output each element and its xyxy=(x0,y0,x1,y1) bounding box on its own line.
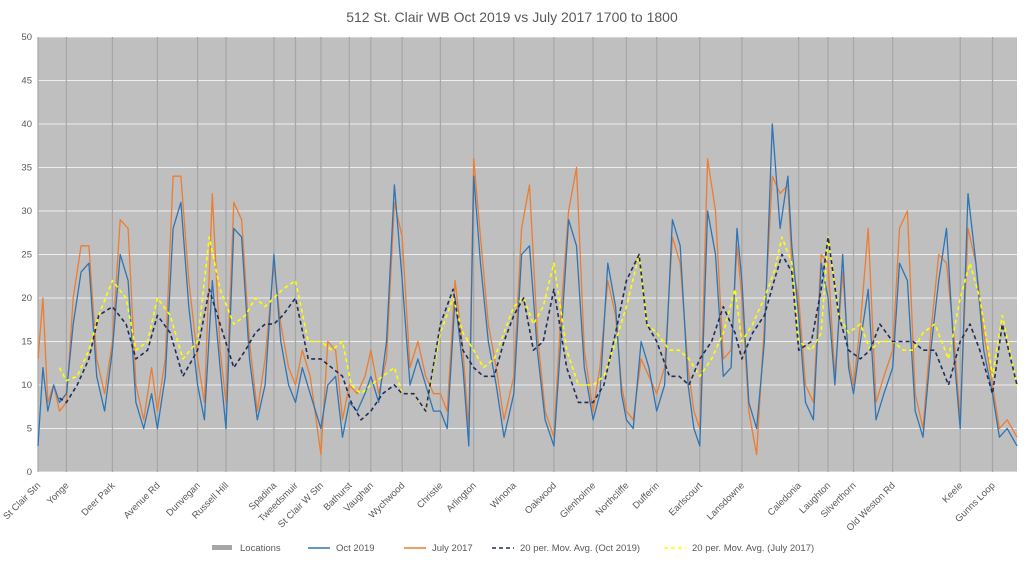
x-tick-label: St Clair Stn xyxy=(1,480,43,522)
legend-item: Locations xyxy=(212,543,281,554)
x-tick-label: Earlscourt xyxy=(667,480,705,518)
y-tick-label: 30 xyxy=(21,206,32,217)
y-tick-label: 50 xyxy=(21,32,32,43)
y-tick-label: 0 xyxy=(27,467,32,478)
x-tick-label: Deer Park xyxy=(80,480,118,518)
legend-label: July 2017 xyxy=(432,543,473,554)
y-tick-label: 40 xyxy=(21,119,32,130)
y-tick-label: 35 xyxy=(21,163,32,174)
x-tick-label: Lansdowne xyxy=(705,480,747,522)
y-tick-label: 45 xyxy=(21,76,32,87)
y-tick-label: 15 xyxy=(21,337,32,348)
y-axis: 0 5 10 15 20 25 30 35 40 45 50 xyxy=(21,32,32,478)
legend-swatch-bar xyxy=(212,545,232,550)
moving-avg-july-2017-line xyxy=(58,236,1018,412)
x-tick-label: Arlington xyxy=(444,480,478,514)
x-tick-label: Dufferin xyxy=(631,480,662,511)
x-tick-label: St Clair W Stn xyxy=(276,480,326,530)
y-tick-label: 5 xyxy=(27,424,32,435)
x-tick-label: Winona xyxy=(488,480,519,511)
legend-label: 20 per. Mov. Avg. (Oct 2019) xyxy=(520,543,640,554)
y-tick-label: 25 xyxy=(21,250,32,261)
y-tick-label: 10 xyxy=(21,380,32,391)
legend-label: Locations xyxy=(240,543,281,554)
legend-item: 20 per. Mov. Avg. (Oct 2019) xyxy=(492,543,640,554)
x-tick-label: Keele xyxy=(940,480,965,505)
x-tick-label: Avenue Rd xyxy=(122,480,163,521)
x-tick-label: Northcliffe xyxy=(594,480,632,518)
legend: Locations Oct 2019 July 2017 20 per. Mov. A… xyxy=(212,543,814,554)
x-tick-label: Yonge xyxy=(45,480,72,507)
x-tick-label: Oakwood xyxy=(523,480,559,516)
series-layer xyxy=(37,123,1018,456)
legend-label: 20 per. Mov. Avg. (July 2017) xyxy=(692,543,814,554)
legend-item: Oct 2019 xyxy=(308,543,375,554)
chart-title: 512 St. Clair WB Oct 2019 vs July 2017 1… xyxy=(346,9,678,25)
x-tick-label: Christie xyxy=(415,480,446,511)
y-tick-label: 20 xyxy=(21,293,32,304)
x-tick-label: Glenholme xyxy=(558,480,598,520)
plot-area xyxy=(37,36,1017,473)
legend-label: Oct 2019 xyxy=(336,543,375,554)
legend-item: July 2017 xyxy=(404,543,473,554)
legend-item: 20 per. Mov. Avg. (July 2017) xyxy=(664,543,814,554)
oct-2019-line xyxy=(37,123,1018,447)
x-axis: St Clair Stn Yonge Deer Park Avenue Rd Dunve… xyxy=(1,480,997,534)
x-tick-label: Caledonia xyxy=(766,480,805,519)
